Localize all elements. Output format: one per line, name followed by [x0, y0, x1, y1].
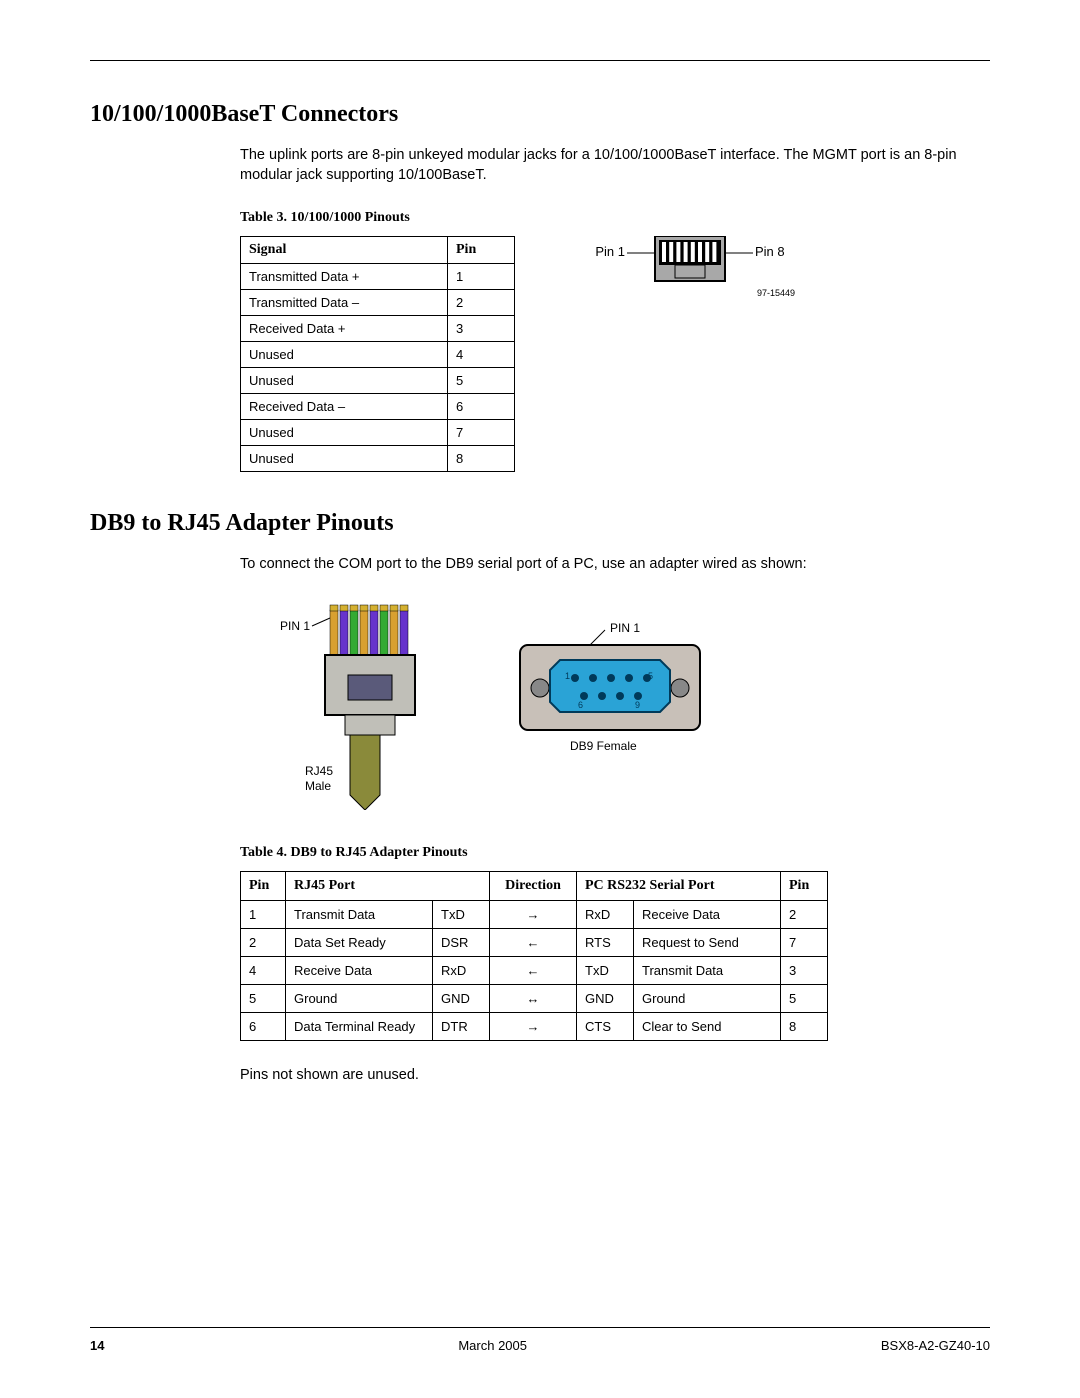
fig-num: 97-15449	[757, 288, 795, 298]
rj45-name-1: RJ45	[305, 764, 333, 778]
table-row: 6Data Terminal ReadyDTR→CTSClear to Send…	[241, 1012, 828, 1040]
page-footer: 14 March 2005 BSX8-A2-GZ40-10	[90, 1327, 990, 1353]
t2h-rj45: RJ45 Port	[286, 871, 490, 900]
table-row: 1Transmit DataTxD→RxDReceive Data2	[241, 900, 828, 928]
t2h-pin2: Pin	[781, 871, 828, 900]
table-header: Signal	[241, 237, 448, 264]
svg-text:PIN 1: PIN 1	[610, 621, 640, 635]
table-row: Unused5	[241, 368, 515, 394]
rj45-jack-diagram: Pin 1 Pin 8 97-15449	[595, 236, 805, 319]
section1-heading: 10/100/1000BaseT Connectors	[90, 101, 990, 128]
top-rule	[90, 60, 990, 61]
table-row: 4Receive DataRxD←TxDTransmit Data3	[241, 956, 828, 984]
table-row: Unused4	[241, 342, 515, 368]
svg-text:9: 9	[635, 700, 640, 710]
rj45-jack-svg: Pin 1 Pin 8 97-15449	[595, 236, 805, 316]
rj45-name-2: Male	[305, 779, 331, 793]
t2h-pc: PC RS232 Serial Port	[577, 871, 781, 900]
table-row: Received Data +3	[241, 316, 515, 342]
svg-text:PIN 1: PIN 1	[280, 619, 310, 633]
footer-date: March 2005	[458, 1338, 527, 1353]
svg-text:1: 1	[565, 671, 570, 681]
table-row: 2Data Set ReadyDSR←RTSRequest to Send7	[241, 928, 828, 956]
table-row: Unused8	[241, 446, 515, 472]
unused-note: Pins not shown are unused.	[90, 1066, 990, 1086]
t2h-dir: Direction	[490, 871, 577, 900]
adapter-svg: PIN 1 RJ45 Male PIN 1 1 5 6 9	[270, 600, 810, 810]
footer-doc-id: BSX8-A2-GZ40-10	[881, 1338, 990, 1353]
table-pinouts-2: Pin RJ45 Port Direction PC RS232 Serial …	[240, 871, 828, 1041]
table3-row: SignalPin Transmitted Data +1Transmitted…	[90, 236, 990, 472]
section2-para: To connect the COM port to the DB9 seria…	[90, 555, 990, 575]
table-row: Transmitted Data +1	[241, 264, 515, 290]
pin8-label: Pin 8	[755, 244, 785, 259]
section2-heading: DB9 to RJ45 Adapter Pinouts	[90, 510, 990, 537]
table-pinouts-1: SignalPin Transmitted Data +1Transmitted…	[240, 236, 515, 472]
section1-para: The uplink ports are 8-pin unkeyed modul…	[90, 146, 990, 185]
table-row: Received Data –6	[241, 394, 515, 420]
table4-caption: Table 4. DB9 to RJ45 Adapter Pinouts	[90, 845, 990, 861]
adapter-figures: PIN 1 RJ45 Male PIN 1 1 5 6 9	[90, 600, 990, 815]
table4-wrap: Pin RJ45 Port Direction PC RS232 Serial …	[90, 871, 990, 1041]
table-header: Pin	[448, 237, 515, 264]
svg-text:6: 6	[578, 700, 583, 710]
svg-text:DB9 Female: DB9 Female	[570, 739, 637, 753]
pin1-label: Pin 1	[595, 244, 625, 259]
page: 10/100/1000BaseT Connectors The uplink p…	[0, 0, 1080, 1398]
table-row: Transmitted Data –2	[241, 290, 515, 316]
page-number: 14	[90, 1338, 104, 1353]
t2h-pin: Pin	[241, 871, 286, 900]
table-row: Unused7	[241, 420, 515, 446]
table3-caption: Table 3. 10/100/1000 Pinouts	[90, 210, 990, 226]
table-row: 5GroundGND↔GNDGround5	[241, 984, 828, 1012]
